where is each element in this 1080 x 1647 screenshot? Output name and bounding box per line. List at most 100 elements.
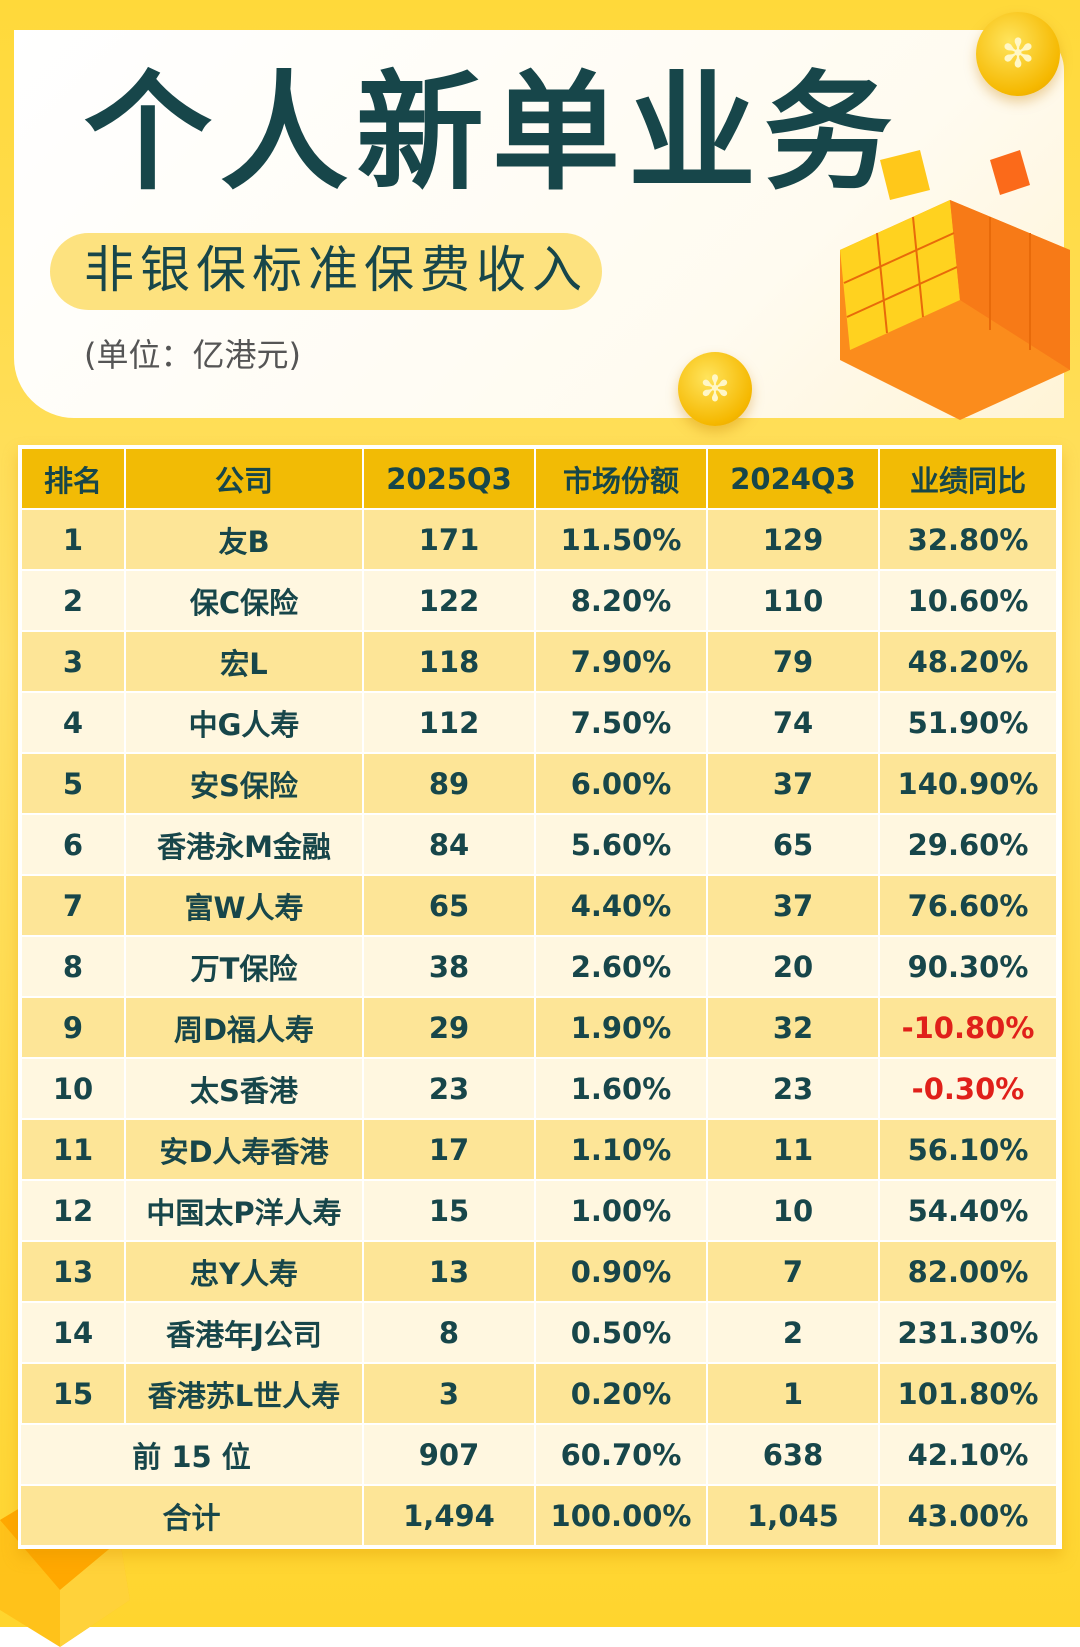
- coin-icon: ✻: [678, 352, 752, 426]
- table-cell: 保C保险: [124, 569, 364, 632]
- table-row: 10 太S香港 23 1.60% 23 -0.30%: [20, 1057, 1058, 1120]
- table-cell: 12: [20, 1179, 126, 1242]
- table-row: 7 富W人寿 65 4.40% 37 76.60%: [20, 874, 1058, 937]
- table-cell: 51.90%: [878, 691, 1058, 754]
- table-cell: 74: [706, 691, 880, 754]
- table-cell: 29: [362, 996, 536, 1059]
- table-cell: 48.20%: [878, 630, 1058, 693]
- table-cell: 1.00%: [534, 1179, 708, 1242]
- table-cell: 32.80%: [878, 508, 1058, 571]
- table-cell: 43.00%: [878, 1484, 1058, 1547]
- table-cell: 110: [706, 569, 880, 632]
- summary-label: 前 15 位: [21, 1423, 364, 1486]
- table-cell: 香港苏L世人寿: [124, 1362, 364, 1425]
- column-header: 业绩同比: [878, 447, 1058, 510]
- table-row: 8 万T保险 38 2.60% 20 90.30%: [20, 935, 1058, 998]
- table-cell: 8.20%: [534, 569, 708, 632]
- table-cell: 7.90%: [534, 630, 708, 693]
- table-cell: 82.00%: [878, 1240, 1058, 1303]
- table-cell: 56.10%: [878, 1118, 1058, 1181]
- table-cell: 香港永M金融: [124, 813, 364, 876]
- table-cell: 3: [362, 1362, 536, 1425]
- table-cell: 0.20%: [534, 1362, 708, 1425]
- table-cell: 84: [362, 813, 536, 876]
- table-cell: 65: [362, 874, 536, 937]
- table-cell: 37: [706, 752, 880, 815]
- table-cell: -0.30%: [878, 1057, 1058, 1120]
- table-cell: 638: [706, 1423, 880, 1486]
- table-cell: 富W人寿: [124, 874, 364, 937]
- table-cell: 9: [20, 996, 126, 1059]
- table-cell: 4: [20, 691, 126, 754]
- summary-row: 前 15 位 907 60.70% 638 42.10%: [21, 1423, 1058, 1486]
- table-cell: 7.50%: [534, 691, 708, 754]
- table-cell: 1: [20, 508, 126, 571]
- table-row: 11 安D人寿香港 17 1.10% 11 56.10%: [20, 1118, 1058, 1181]
- table-cell: 13: [20, 1240, 126, 1303]
- table-cell: 周D福人寿: [124, 996, 364, 1059]
- table-cell: 1: [706, 1362, 880, 1425]
- table-cell: 129: [706, 508, 880, 571]
- table-row: 2 保C保险 122 8.20% 110 10.60%: [20, 569, 1058, 632]
- table-cell: 112: [362, 691, 536, 754]
- table-header: 排名 公司 2025Q3 市场份额 2024Q3 业绩同比: [20, 447, 1058, 510]
- table-cell: 5: [20, 752, 126, 815]
- table-cell: 11: [20, 1118, 126, 1181]
- table-cell: 6.00%: [534, 752, 708, 815]
- table-cell: 14: [20, 1301, 126, 1364]
- table-cell: 76.60%: [878, 874, 1058, 937]
- table-cell: 7: [706, 1240, 880, 1303]
- table-row: 13 忠Y人寿 13 0.90% 7 82.00%: [20, 1240, 1058, 1303]
- table-row: 14 香港年J公司 8 0.50% 2 231.30%: [20, 1301, 1058, 1364]
- table-row: 4 中G人寿 112 7.50% 74 51.90%: [20, 691, 1058, 754]
- table-cell: 17: [362, 1118, 536, 1181]
- table-cell: 1.90%: [534, 996, 708, 1059]
- table-cell: 7: [20, 874, 126, 937]
- table-cell: 太S香港: [124, 1057, 364, 1120]
- table-cell: 29.60%: [878, 813, 1058, 876]
- table-cell: -10.80%: [878, 996, 1058, 1059]
- table-cell: 231.30%: [878, 1301, 1058, 1364]
- table-cell: 0.50%: [534, 1301, 708, 1364]
- table-cell: 安D人寿香港: [124, 1118, 364, 1181]
- cube-icon: [840, 150, 1070, 420]
- table-cell: 171: [362, 508, 536, 571]
- table-cell: 100.00%: [534, 1484, 708, 1547]
- subtitle-pill: [50, 233, 602, 310]
- column-header: 2025Q3: [362, 447, 536, 510]
- table-cell: 6: [20, 813, 126, 876]
- table-row: 12 中国太P洋人寿 15 1.00% 10 54.40%: [20, 1179, 1058, 1242]
- table-cell: 2: [20, 569, 126, 632]
- table-cell: 2: [706, 1301, 880, 1364]
- table-cell: 23: [706, 1057, 880, 1120]
- column-header: 市场份额: [534, 447, 708, 510]
- table-cell: 907: [362, 1423, 536, 1486]
- table-cell: 中G人寿: [124, 691, 364, 754]
- table-cell: 65: [706, 813, 880, 876]
- table-row: 1 友B 171 11.50% 129 32.80%: [20, 508, 1058, 571]
- table-cell: 5.60%: [534, 813, 708, 876]
- table-cell: 10.60%: [878, 569, 1058, 632]
- table-cell: 60.70%: [534, 1423, 708, 1486]
- table-cell: 安S保险: [124, 752, 364, 815]
- column-header: 排名: [20, 447, 126, 510]
- summary-row: 合计 1,494 100.00% 1,045 43.00%: [21, 1484, 1058, 1547]
- table-cell: 15: [362, 1179, 536, 1242]
- unit-label: (单位：亿港元): [84, 336, 301, 374]
- summary-label: 合计: [21, 1484, 364, 1547]
- table-cell: 11.50%: [534, 508, 708, 571]
- table-cell: 1.60%: [534, 1057, 708, 1120]
- table-cell: 忠Y人寿: [124, 1240, 364, 1303]
- table-cell: 101.80%: [878, 1362, 1058, 1425]
- table-row: 15 香港苏L世人寿 3 0.20% 1 101.80%: [20, 1362, 1058, 1425]
- table-cell: 32: [706, 996, 880, 1059]
- table-row: 6 香港永M金融 84 5.60% 65 29.60%: [20, 813, 1058, 876]
- table-cell: 23: [362, 1057, 536, 1120]
- table-cell: 宏L: [124, 630, 364, 693]
- table-cell: 10: [706, 1179, 880, 1242]
- table-cell: 37: [706, 874, 880, 937]
- table-row: 3 宏L 118 7.90% 79 48.20%: [20, 630, 1058, 693]
- table-cell: 2.60%: [534, 935, 708, 998]
- table-cell: 42.10%: [878, 1423, 1058, 1486]
- table-cell: 54.40%: [878, 1179, 1058, 1242]
